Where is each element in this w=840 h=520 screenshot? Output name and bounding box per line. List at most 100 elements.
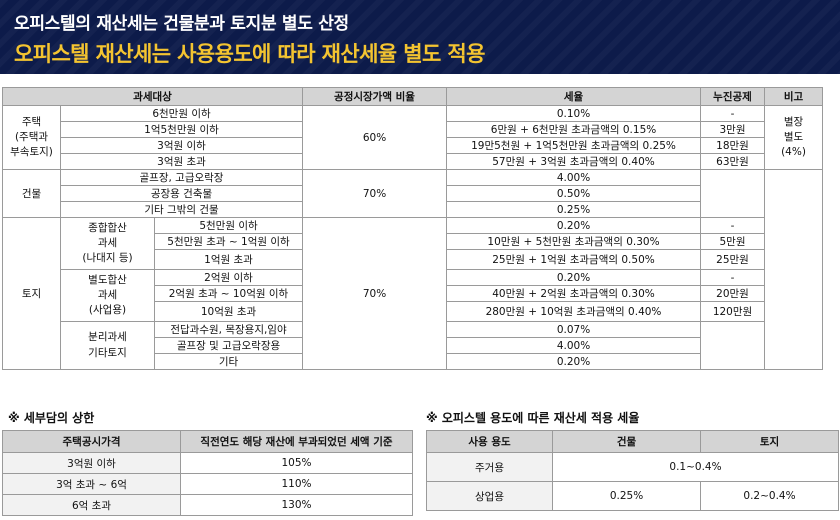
deduction-cell: 18만원 [700, 137, 765, 154]
rate-cell: 280만원 + 10억원 초과금액의 0.40% [446, 301, 701, 322]
header-rate: 세율 [446, 87, 701, 106]
deduction-cell: - [700, 105, 765, 122]
header-use-type: 사용 용도 [426, 430, 553, 453]
officetel-use-caption: ※ 오피스텔 용도에 따른 재산세 적용 세율 [426, 411, 640, 425]
table-header-row: 사용 용도 건물 토지 [426, 430, 839, 453]
cap-rate-cell: 110% [180, 473, 413, 495]
rate-cell: 0.20% [446, 217, 701, 234]
deduction-cell-empty [700, 321, 765, 370]
rate-cell: 4.00% [446, 169, 701, 186]
table-row: 상업용 0.25% 0.2~0.4% [426, 481, 839, 511]
commercial-land-rate: 0.2~0.4% [700, 481, 839, 511]
table-row: 3억 초과 ~ 6억 110% [2, 473, 413, 495]
deduction-cell: 63만원 [700, 153, 765, 170]
banner-subtitle: 오피스텔의 재산세는 건물분과 토지분 별도 산정 [14, 14, 349, 34]
land-group-separate: 별도합산 과세 (사업용) [60, 269, 155, 322]
tax-cap-caption: ※ 세부담의 상한 [8, 411, 95, 425]
table-row: 토지 종합합산 과세 (나대지 등) 5천만원 이하 70% 0.20% - [2, 217, 823, 370]
header-prior-year-basis: 직전연도 해당 재산에 부과되었던 세액 기준 [180, 430, 413, 453]
bracket-cell: 10억원 초과 [154, 301, 303, 322]
category-housing: 주택 (주택과 부속토지) [2, 105, 61, 170]
table-row: 주거용 0.1~0.4% [426, 452, 839, 482]
bracket-cell: 3억원 이하 [60, 137, 303, 154]
price-bracket-cell: 3억 초과 ~ 6억 [2, 473, 181, 495]
deduction-cell: 120만원 [700, 301, 765, 322]
deduction-cell: 3만원 [700, 121, 765, 138]
table-row: 건물 골프장, 고급오락장 70% 4.00% [2, 169, 823, 370]
banner-pattern [0, 0, 840, 74]
land-group-comprehensive: 종합합산 과세 (나대지 등) [60, 217, 155, 270]
bracket-cell: 공장용 건축물 [60, 185, 303, 202]
deduction-cell: 5만원 [700, 233, 765, 250]
cap-rate-cell: 130% [180, 494, 413, 516]
rate-cell: 0.50% [446, 185, 701, 202]
bracket-cell: 기타 [154, 353, 303, 370]
banner-title: 오피스텔 재산세는 사용용도에 따라 재산세율 별도 적용 [14, 42, 485, 66]
header-target: 과세대상 [2, 87, 303, 106]
category-land: 토지 [2, 217, 61, 370]
price-bracket-cell: 3억원 이하 [2, 452, 181, 474]
header-housing-price: 주택공시가격 [2, 430, 181, 453]
ratio-building: 70% [302, 169, 447, 218]
deduction-cell: 25만원 [700, 249, 765, 270]
rate-cell: 40만원 + 2억원 초과금액의 0.30% [446, 285, 701, 302]
bracket-cell: 1억원 초과 [154, 249, 303, 270]
table-row: 6억 초과 130% [2, 494, 413, 516]
deduction-cell: - [700, 269, 765, 286]
residential-rate: 0.1~0.4% [552, 452, 839, 482]
bracket-cell: 1억5천만원 이하 [60, 121, 303, 138]
tax-burden-cap-table: 주택공시가격 직전연도 해당 재산에 부과되었던 세액 기준 3억원 이하 10… [2, 430, 413, 516]
header-banner: 오피스텔의 재산세는 건물분과 토지분 별도 산정 오피스텔 재산세는 사용용도… [0, 0, 840, 74]
bracket-cell: 2억원 이하 [154, 269, 303, 286]
rate-cell: 0.07% [446, 321, 701, 338]
note-cell-empty [764, 169, 823, 370]
rate-cell: 4.00% [446, 337, 701, 354]
table-row: 3억원 이하 105% [2, 452, 413, 474]
table-row: 주택 (주택과 부속토지) 6천만원 이하 60% 0.10% - 별장 별도 (4%) [2, 105, 823, 170]
table-header-row: 과세대상 공정시장가액 비율 세율 누진공제 비고 [2, 87, 823, 106]
commercial-building-rate: 0.25% [552, 481, 701, 511]
deduction-cell-empty [700, 169, 765, 218]
ratio-housing: 60% [302, 105, 447, 170]
header-building: 건물 [552, 430, 701, 453]
land-group-separated: 분리과세 기타토지 [60, 321, 155, 370]
header-ratio: 공정시장가액 비율 [302, 87, 447, 106]
rate-cell: 57만원 + 3억원 초과금액의 0.40% [446, 153, 701, 170]
price-bracket-cell: 6억 초과 [2, 494, 181, 516]
use-residential: 주거용 [426, 452, 553, 482]
table-row: 5천만원 초과 ~ 1억원 이하 10만원 + 5천만원 초과금액의 0.30%… [3, 233, 823, 250]
rate-cell: 19만5천원 + 1억5천만원 초과금액의 0.25% [446, 137, 701, 154]
table-header-row: 주택공시가격 직전연도 해당 재산에 부과되었던 세액 기준 [2, 430, 413, 453]
header-land: 토지 [700, 430, 839, 453]
bracket-cell: 골프장, 고급오락장 [60, 169, 303, 186]
officetel-use-rate-table: 사용 용도 건물 토지 주거용 0.1~0.4% 상업용 0.25% 0.2~0… [426, 430, 839, 511]
header-deduction: 누진공제 [700, 87, 765, 106]
bracket-cell: 2억원 초과 ~ 10억원 이하 [154, 285, 303, 302]
rate-cell: 0.25% [446, 201, 701, 218]
bracket-cell: 기타 그밖의 건물 [60, 201, 303, 218]
rate-cell: 0.20% [446, 269, 701, 286]
note-villa: 별장 별도 (4%) [764, 105, 823, 170]
rate-cell: 0.10% [446, 105, 701, 122]
table-row: 1억5천만원 이하 6만원 + 6천만원 초과금액의 0.15% 3만원 [3, 121, 823, 138]
ratio-land: 70% [302, 217, 447, 370]
deduction-cell: 20만원 [700, 285, 765, 302]
bracket-cell: 골프장 및 고급오락장용 [154, 337, 303, 354]
table-row: 3억원 초과 57만원 + 3억원 초과금액의 0.40% 63만원 [3, 153, 823, 170]
table-row: 별도합산 과세 (사업용) 2억원 이하 0.20% - [3, 269, 823, 322]
bracket-cell: 5천만원 초과 ~ 1억원 이하 [154, 233, 303, 250]
table-row: 기타 0.20% [3, 353, 823, 370]
table-row: 3억원 이하 19만5천원 + 1억5천만원 초과금액의 0.25% 18만원 [3, 137, 823, 154]
rate-cell: 10만원 + 5천만원 초과금액의 0.30% [446, 233, 701, 250]
rate-cell: 6만원 + 6천만원 초과금액의 0.15% [446, 121, 701, 138]
bracket-cell: 전답과수원, 목장용지,임야 [154, 321, 303, 338]
header-note: 비고 [764, 87, 823, 106]
category-building: 건물 [2, 169, 61, 218]
property-tax-rate-table: 과세대상 공정시장가액 비율 세율 누진공제 비고 주택 (주택과 부속토지) 6천… [2, 87, 823, 370]
use-commercial: 상업용 [426, 481, 553, 511]
bracket-cell: 5천만원 이하 [154, 217, 303, 234]
bracket-cell: 6천만원 이하 [60, 105, 303, 122]
deduction-cell: - [700, 217, 765, 234]
rate-cell: 25만원 + 1억원 초과금액의 0.50% [446, 249, 701, 270]
rate-cell: 0.20% [446, 353, 701, 370]
